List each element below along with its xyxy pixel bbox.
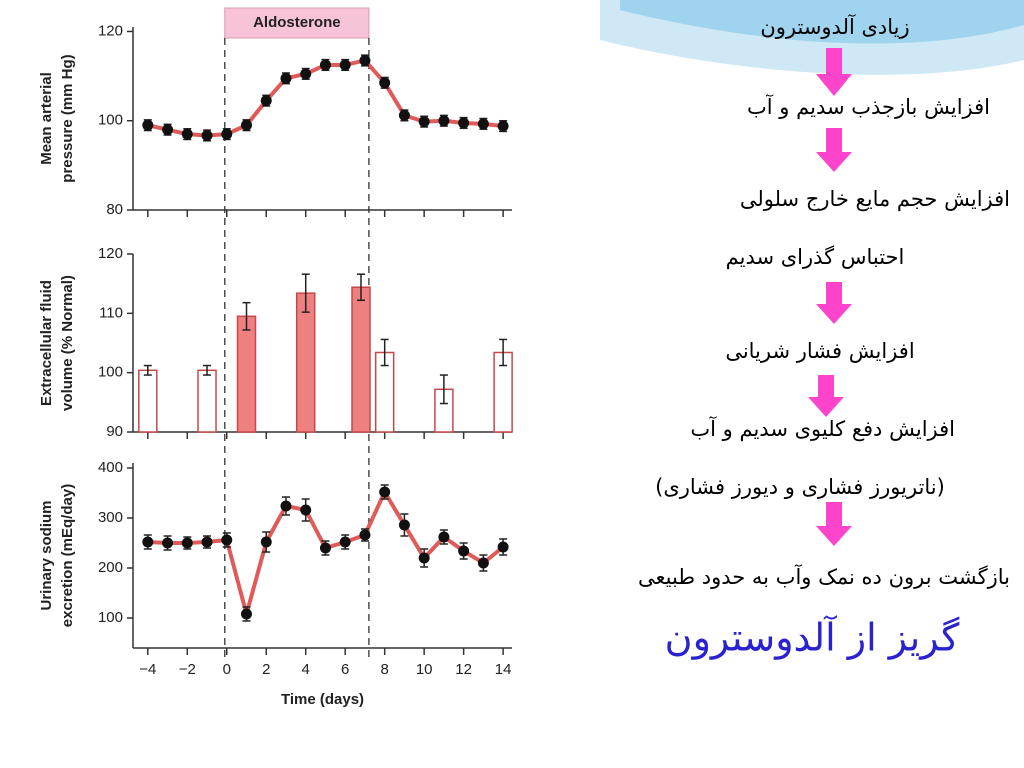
bar	[236, 315, 257, 433]
x-tick-label: −2	[179, 661, 196, 678]
y-axis-label: excretion (mEq/day)	[59, 484, 76, 627]
point	[300, 504, 312, 516]
point	[142, 536, 154, 548]
x-tick-label: 6	[341, 661, 349, 678]
x-tick-label: −4	[139, 661, 156, 678]
slide-title: گریز از آلدوسترون	[665, 615, 961, 661]
point	[201, 536, 213, 548]
point	[241, 119, 253, 131]
point	[477, 118, 489, 130]
point	[280, 500, 292, 512]
point	[379, 486, 391, 498]
point	[418, 552, 430, 564]
slide-line: بازگشت برون ده نمک وآب به حدود طبیعی	[638, 564, 1010, 589]
point	[142, 119, 154, 131]
point	[398, 109, 410, 121]
point	[319, 59, 331, 71]
point	[458, 545, 470, 557]
x-tick-label: 14	[495, 661, 512, 678]
arrow	[816, 48, 852, 96]
annotation-label: Aldosterone	[253, 14, 341, 31]
x-axis-label: Time (days)	[281, 691, 364, 708]
x-tick-label: 12	[455, 661, 472, 678]
point	[339, 536, 351, 548]
slide-line: (ناتریورز فشاری و دیورز فشاری)	[655, 475, 945, 499]
x-tick-label: 10	[416, 661, 433, 678]
point	[221, 128, 233, 140]
y-tick-label: 90	[106, 423, 123, 440]
point	[280, 72, 292, 84]
slide-line: افزایش فشار شریانی	[725, 339, 914, 363]
point	[497, 120, 509, 132]
y-tick-label: 80	[106, 201, 123, 218]
y-axis-label: pressure (mm Hg)	[59, 54, 76, 182]
y-axis-label: Mean arterial	[38, 72, 55, 165]
point	[162, 537, 174, 549]
point	[260, 95, 272, 107]
point	[260, 536, 272, 548]
bar	[197, 369, 217, 433]
point	[398, 519, 410, 531]
point	[379, 77, 391, 89]
arrow	[816, 502, 852, 546]
y-tick-label: 200	[98, 559, 123, 576]
point	[181, 128, 193, 140]
arrow	[816, 128, 852, 172]
y-axis-label: volume (% Normal)	[59, 275, 76, 411]
y-tick-label: 100	[98, 112, 123, 129]
x-tick-label: 0	[223, 661, 231, 678]
slide-line: احتباس گذرای سدیم	[726, 245, 905, 270]
swoosh	[620, 0, 1024, 44]
point	[359, 54, 371, 66]
point	[241, 608, 253, 620]
point	[477, 557, 489, 569]
y-tick-label: 120	[98, 22, 123, 39]
arrow	[808, 375, 844, 417]
point	[339, 59, 351, 71]
bar	[351, 286, 371, 433]
slide-line: زیادی آلدوسترون	[760, 14, 909, 39]
arrow	[816, 282, 852, 324]
y-tick-label: 110	[99, 304, 123, 321]
x-tick-label: 8	[381, 661, 389, 678]
point	[201, 129, 213, 141]
x-tick-label: 4	[302, 661, 310, 678]
y-axis-label: Urinary sodium	[38, 500, 55, 610]
point	[418, 116, 430, 128]
bar	[295, 292, 316, 433]
y-tick-label: 100	[98, 609, 123, 626]
point	[497, 541, 509, 553]
point	[359, 529, 371, 541]
slide-line: افزایش دفع کلیوی سدیم و آب	[690, 416, 955, 442]
slide-line: افزایش حجم مایع خارج سلولی	[740, 187, 1010, 212]
point	[181, 537, 193, 549]
point	[162, 124, 174, 136]
y-tick-label: 120	[98, 245, 123, 262]
point	[319, 542, 331, 554]
y-tick-label: 400	[98, 459, 123, 476]
slide-line: افزایش بازجذب سدیم و آب	[747, 94, 990, 120]
point	[300, 68, 312, 80]
point	[458, 117, 470, 129]
point	[438, 531, 450, 543]
annotation-box	[224, 7, 370, 39]
arrows	[808, 48, 852, 546]
point	[438, 115, 450, 127]
y-tick-label: 100	[98, 364, 123, 381]
point	[221, 534, 233, 546]
x-tick-label: 2	[262, 661, 270, 678]
y-tick-label: 300	[98, 509, 123, 526]
y-axis-label: Extracellular fluid	[38, 280, 55, 406]
bar	[138, 369, 158, 433]
